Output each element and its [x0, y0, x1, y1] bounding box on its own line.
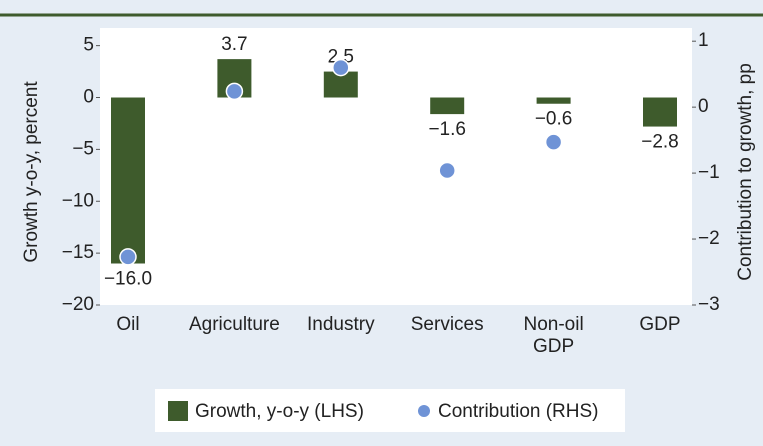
tick-label: −15 [62, 242, 94, 263]
tick-label: −20 [62, 294, 94, 315]
value-label: −1.6 [428, 119, 466, 140]
dot [544, 133, 563, 151]
value-label: −16.0 [104, 269, 152, 290]
x-tick-label: Agriculture [188, 314, 280, 335]
tick-label: −10 [62, 190, 94, 211]
tick-label: −2 [698, 228, 720, 249]
x-tick-label: Oil [116, 314, 140, 335]
bar [111, 97, 145, 264]
tick-label: −3 [698, 294, 720, 315]
bar [430, 97, 465, 115]
legend-swatch [418, 405, 430, 417]
tick-label: 0 [698, 96, 709, 117]
x-tick-label: Non-oil GDP [523, 314, 584, 357]
dot [332, 58, 350, 77]
legend-label: Growth, y-o-y (LHS) [195, 401, 364, 422]
value-label: 3.7 [221, 34, 247, 55]
dot [119, 248, 137, 266]
plot-area [100, 28, 692, 305]
x-tick-label: Industry [307, 314, 375, 335]
tick-label: 1 [698, 30, 709, 51]
y-axis-label: Growth y-o-y, percent [21, 81, 42, 263]
value-label: −0.6 [535, 109, 573, 130]
dot [225, 82, 244, 101]
y2-axis-label: Contribution to growth, pp [735, 63, 756, 281]
x-tick-label: GDP [639, 314, 681, 335]
dot [438, 161, 456, 180]
legend-box [155, 389, 625, 432]
tick-label: −1 [698, 162, 720, 183]
tick-label: 5 [83, 35, 94, 56]
legend-swatch [168, 401, 188, 421]
tick-label: 0 [83, 87, 94, 108]
tick-label: −5 [72, 138, 94, 159]
bar [643, 97, 677, 127]
x-tick-label: Services [410, 314, 484, 335]
bar [536, 97, 571, 104]
value-label: −2.8 [641, 132, 679, 153]
legend-label: Contribution (RHS) [438, 401, 599, 422]
